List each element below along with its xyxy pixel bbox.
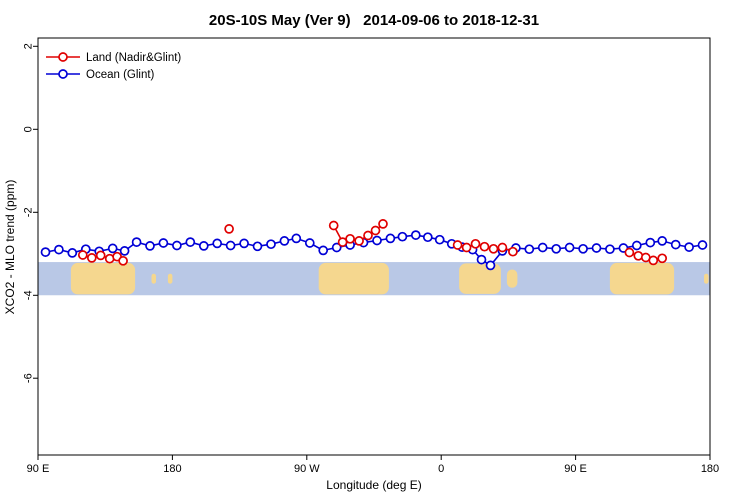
ocean-point: [591, 243, 602, 253]
axes: 90 E 180 90 W 0 90 E 180 2 0 -2 -4 -6: [23, 37, 719, 475]
legend-marker-ocean-icon: [58, 69, 68, 79]
ocean-point: [158, 238, 169, 248]
ocean-point: [304, 238, 315, 248]
ocean-point: [318, 245, 329, 256]
ocean-point: [422, 232, 433, 243]
land-patch-south-america: [318, 262, 389, 295]
ocean-point: [684, 242, 694, 252]
ocean-point: [185, 237, 196, 247]
ocean-point: [485, 260, 496, 271]
ocean-point: [670, 239, 681, 250]
ocean-point: [239, 238, 249, 249]
ocean-point: [131, 237, 142, 247]
ocean-point: [225, 240, 236, 251]
land-point: [470, 238, 481, 249]
ocean-point: [145, 241, 155, 251]
land-patch-australia-east-pass: [609, 262, 675, 295]
x-tick-label: 180: [163, 463, 181, 475]
land-point: [95, 250, 106, 261]
ocean-point: [198, 241, 209, 251]
land-point: [624, 247, 635, 258]
land-point: [479, 241, 490, 252]
land-patch-australia-west-pass: [70, 262, 136, 295]
y-tick-label: 0: [23, 126, 35, 132]
land-point: [363, 230, 373, 241]
x-tick-label: 90 E: [564, 463, 587, 475]
x-tick-label: 90 E: [27, 463, 50, 475]
land-point: [118, 255, 128, 266]
land-point: [224, 224, 234, 234]
ocean-point: [385, 233, 396, 244]
ocean-point: [107, 243, 118, 254]
ocean-point: [524, 244, 535, 255]
ocean-line: [45, 234, 703, 267]
ocean-point: [266, 239, 276, 250]
ocean-point: [631, 240, 642, 251]
y-tick-label: 2: [23, 43, 35, 49]
land-patch-fiji: [167, 273, 173, 284]
x-tick-label: 180: [701, 463, 719, 475]
y-tick-label: -4: [23, 290, 35, 300]
land-point: [648, 255, 659, 266]
plot-box: [37, 37, 711, 456]
legend-label-ocean: Ocean (Glint): [86, 69, 155, 81]
ocean-point: [410, 230, 421, 240]
ocean-point: [331, 242, 342, 253]
ocean-point: [67, 248, 78, 258]
ocean-point: [172, 240, 182, 251]
ocean-point: [564, 242, 575, 253]
x-tick-label: 90 W: [294, 463, 320, 475]
x-tick-label: 0: [438, 463, 444, 475]
land-point: [86, 253, 97, 263]
chart-title: 20S-10S May (Ver 9) 2014-09-06 to 2018-1…: [209, 12, 539, 29]
ocean-point: [434, 234, 445, 245]
y-axis-title: XCO2 - MLO trend (ppm): [3, 180, 17, 315]
ocean-point: [537, 242, 548, 253]
land-point: [488, 243, 499, 254]
ocean-point: [657, 236, 668, 246]
land-point: [328, 220, 339, 231]
y-tick-label: -6: [23, 373, 35, 383]
land-point: [378, 219, 388, 229]
ocean-point: [578, 243, 588, 254]
ocean-point: [605, 244, 615, 255]
land-point: [657, 253, 668, 264]
land-point: [497, 242, 508, 253]
land-point: [77, 250, 88, 260]
ocean-point: [476, 254, 487, 265]
ocean-point: [252, 241, 263, 252]
y-tick-label: -2: [23, 207, 35, 217]
land-point: [508, 246, 518, 257]
data-series: [40, 219, 708, 271]
map-strip: [38, 262, 710, 296]
land-patch-africa: [459, 263, 501, 294]
ocean-point: [40, 247, 51, 257]
ocean-point: [279, 236, 290, 246]
land-point: [370, 225, 381, 236]
land-patch-new-caledonia: [151, 273, 156, 284]
land-point: [452, 240, 463, 250]
x-axis-title: Longitude (deg E): [326, 478, 421, 492]
land-point: [354, 236, 364, 246]
ocean-point: [697, 240, 708, 250]
ocean-point: [212, 238, 223, 249]
legend-label-land: Land (Nadir&Glint): [86, 52, 181, 64]
ocean-point: [291, 233, 302, 244]
land-patch-madagascar: [506, 269, 518, 288]
land-point: [345, 233, 355, 244]
ocean-point: [397, 231, 408, 242]
ocean-point: [645, 237, 656, 248]
ocean-point: [119, 246, 130, 256]
land-patch-fiji-east-pass: [704, 273, 709, 284]
legend: Land (Nadir&Glint) Ocean (Glint): [46, 52, 181, 81]
land-point: [461, 242, 472, 253]
ocean-point: [54, 244, 64, 255]
ocean-point: [551, 243, 562, 254]
legend-marker-land-icon: [58, 52, 68, 62]
ocean-point: [372, 235, 382, 246]
